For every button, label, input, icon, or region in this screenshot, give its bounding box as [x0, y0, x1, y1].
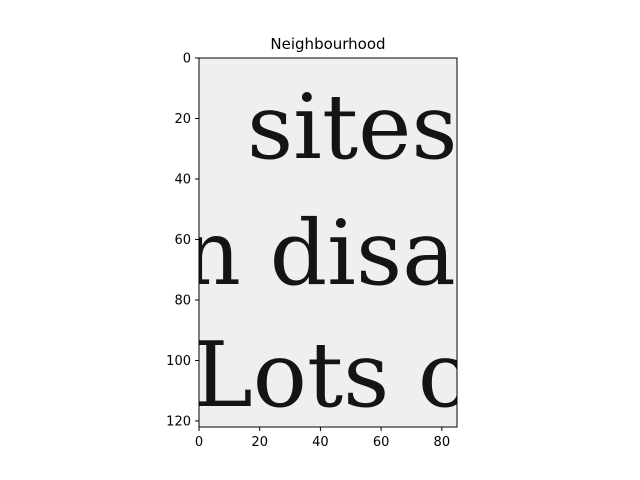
x-tick-label: 40 [312, 435, 329, 450]
x-tick-label: 0 [195, 435, 203, 450]
x-tick-label: 20 [251, 435, 268, 450]
y-tick-label: 60 [174, 233, 191, 248]
x-tick-label: 80 [434, 435, 451, 450]
y-tick-label: 40 [174, 172, 191, 187]
y-tick-label: 120 [166, 414, 191, 429]
x-tick-label: 60 [373, 435, 390, 450]
image-area: sites n disa Lots c [183, 58, 468, 428]
y-tick-label: 0 [183, 52, 191, 67]
image-text-line-2: n disa [183, 201, 456, 306]
chart-title: Neighbourhood [270, 35, 385, 53]
image-text-line-1: sites [247, 75, 458, 180]
image-text-line-3: Lots c [193, 323, 468, 428]
y-tick-label: 20 [174, 112, 191, 127]
y-tick-label: 80 [174, 293, 191, 308]
y-tick-label: 100 [166, 354, 191, 369]
